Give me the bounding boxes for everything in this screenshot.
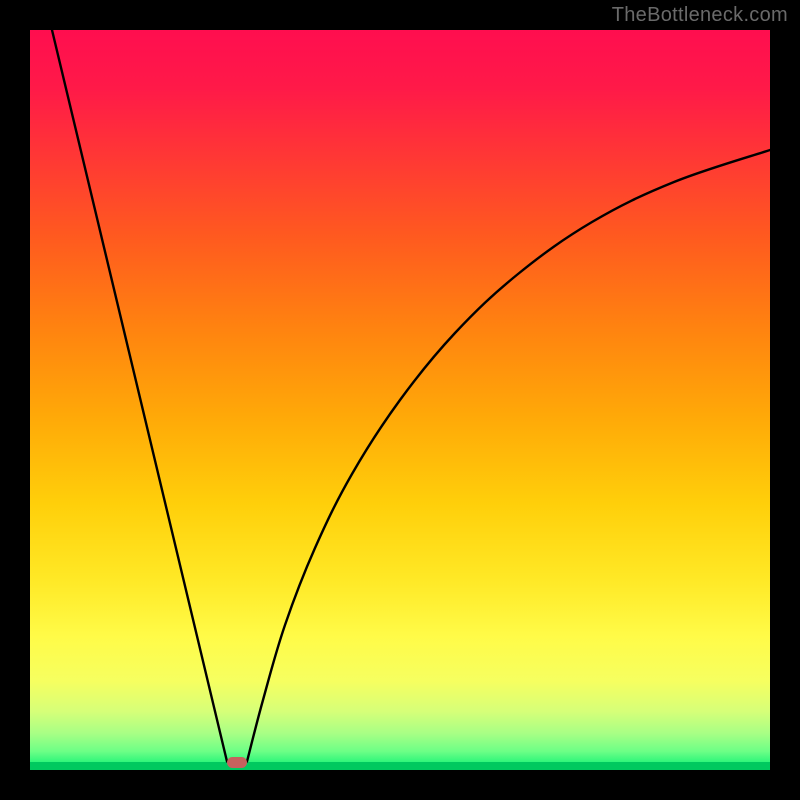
bottom-green-stripe: [30, 762, 770, 770]
chart-container: TheBottleneck.com: [0, 0, 800, 800]
minimum-marker: [227, 757, 247, 768]
bottleneck-curve-chart: [0, 0, 800, 800]
